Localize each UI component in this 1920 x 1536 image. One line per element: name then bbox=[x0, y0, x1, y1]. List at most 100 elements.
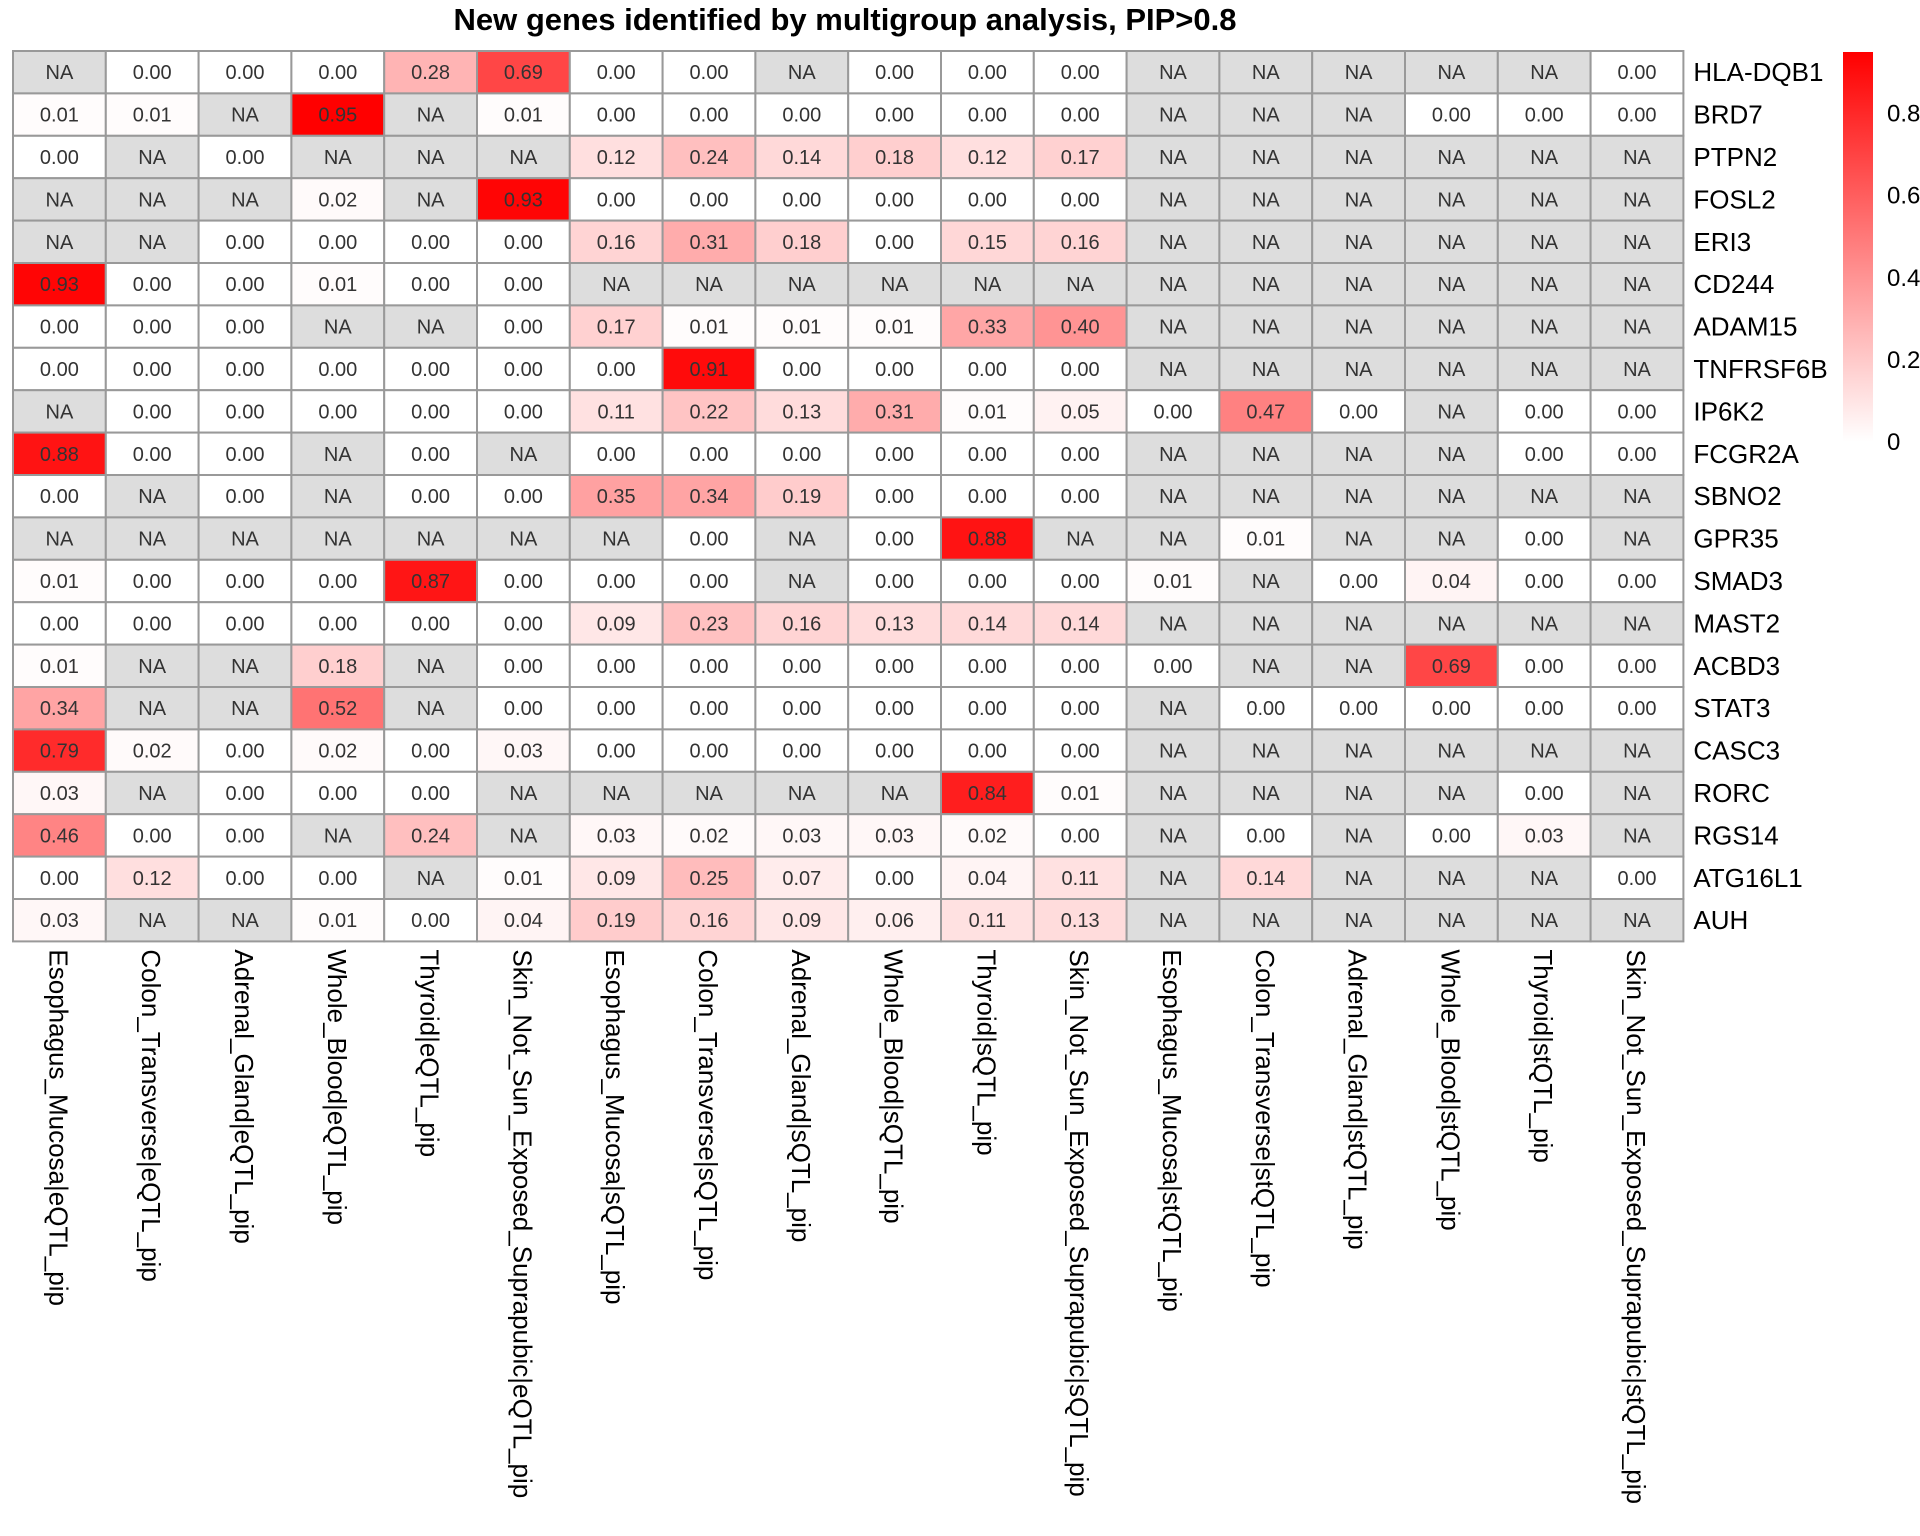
cell-value-label: NA bbox=[324, 486, 352, 508]
cell-value-label: 0.00 bbox=[318, 783, 357, 805]
heatmap-cell bbox=[197, 601, 293, 646]
cell-value-label: NA bbox=[1252, 571, 1280, 593]
cell-value-label: 0.01 bbox=[504, 105, 543, 127]
cell-value-label: NA bbox=[1530, 486, 1558, 508]
cell-value-label: 0.00 bbox=[597, 741, 636, 763]
cell-value-label: NA bbox=[1345, 232, 1373, 254]
column-label: Skin_Not_Sun_Exposed_Suprapubic|eQTL_pip bbox=[507, 949, 537, 1498]
cell-value-label: 0.13 bbox=[875, 613, 914, 635]
cell-value-label: 0.00 bbox=[1618, 656, 1657, 678]
cell-value-label: NA bbox=[602, 274, 630, 296]
cell-value-label: 0.00 bbox=[226, 444, 265, 466]
cell-value-label: 0.00 bbox=[690, 444, 729, 466]
heatmap-cell bbox=[1311, 601, 1406, 646]
heatmap-cell bbox=[476, 134, 571, 180]
row-label: ADAM15 bbox=[1693, 312, 1797, 342]
cell-value-label: NA bbox=[881, 783, 909, 805]
cell-value-label: NA bbox=[417, 105, 445, 127]
cell-value-label: NA bbox=[231, 189, 259, 211]
cell-value-label: 0.00 bbox=[968, 444, 1007, 466]
cell-value-label: NA bbox=[602, 529, 630, 551]
heatmap-cell bbox=[1125, 643, 1221, 688]
column-label: Colon_Transverse|sQTL_pip bbox=[693, 949, 723, 1280]
cell-value-label: 0.17 bbox=[597, 317, 636, 339]
heatmap-cell bbox=[290, 431, 386, 477]
cell-value-label: 0.17 bbox=[1061, 147, 1100, 169]
heatmap-cell bbox=[568, 177, 664, 222]
cell-value-label: NA bbox=[138, 147, 166, 169]
heatmap-cell bbox=[290, 813, 386, 858]
cell-value-label: NA bbox=[138, 656, 166, 678]
heatmap-cell bbox=[290, 898, 386, 943]
cell-value-label: NA bbox=[1623, 232, 1651, 254]
cell-value-label: 0.88 bbox=[40, 444, 79, 466]
cell-value-label: 0.02 bbox=[318, 189, 357, 211]
cell-value-label: NA bbox=[1345, 147, 1373, 169]
cell-value-label: 0.95 bbox=[318, 105, 357, 127]
cell-value-label: 0.01 bbox=[133, 105, 172, 127]
cell-value-label: NA bbox=[46, 232, 74, 254]
heatmap-cell bbox=[197, 219, 293, 265]
color-legend: 0 0.2 0.4 0.6 0.8 bbox=[1843, 52, 1920, 456]
cell-value-label: 0.00 bbox=[411, 486, 450, 508]
cell-value-label: 0.03 bbox=[1525, 825, 1564, 847]
heatmap-cell bbox=[568, 474, 664, 519]
cell-value-label: NA bbox=[1438, 147, 1466, 169]
heatmap-cell bbox=[847, 558, 943, 604]
heatmap-cell bbox=[290, 92, 386, 137]
heatmap-cell bbox=[476, 898, 571, 943]
heatmap-cell bbox=[383, 855, 479, 900]
heatmap-cell bbox=[383, 346, 479, 392]
cell-value-label: NA bbox=[1345, 741, 1373, 763]
heatmap-cell bbox=[12, 50, 107, 95]
cell-value-label: 0.09 bbox=[597, 868, 636, 890]
heatmap-cell bbox=[104, 92, 200, 137]
cell-value-label: NA bbox=[1438, 613, 1466, 635]
cell-value-label: 0.00 bbox=[226, 825, 265, 847]
column-labels: Esophagus_Mucosa|eQTL_pip Colon_Transvers… bbox=[43, 949, 1651, 1504]
cell-value-label: NA bbox=[1066, 274, 1094, 296]
cell-value-label: 0.00 bbox=[690, 656, 729, 678]
cell-value-label: NA bbox=[510, 783, 538, 805]
cell-value-label: 0.00 bbox=[968, 62, 1007, 84]
cell-value-label: 0.00 bbox=[133, 613, 172, 635]
column-label: Colon_Transverse|stQTL_pip bbox=[1250, 949, 1280, 1287]
heatmap-cell bbox=[1311, 177, 1406, 222]
cell-value-label: NA bbox=[1252, 741, 1280, 763]
cell-value-label: NA bbox=[417, 868, 445, 890]
heatmap-cell bbox=[104, 177, 200, 222]
heatmap-cell bbox=[290, 516, 386, 561]
heatmap-cell bbox=[661, 643, 757, 688]
heatmap-cell bbox=[940, 898, 1035, 943]
cell-value-label: NA bbox=[138, 189, 166, 211]
cell-value-label: 0.00 bbox=[504, 359, 543, 381]
cell-value-label: 0.03 bbox=[875, 825, 914, 847]
cell-value-label: 0.06 bbox=[875, 910, 914, 932]
heatmap-cell bbox=[1589, 601, 1685, 646]
cell-value-label: 0.00 bbox=[875, 486, 914, 508]
cell-value-label: NA bbox=[1252, 359, 1280, 381]
cell-value-label: 0.18 bbox=[875, 147, 914, 169]
heatmap-cell bbox=[290, 219, 386, 265]
cell-value-label: NA bbox=[788, 274, 816, 296]
cell-value-label: NA bbox=[1159, 444, 1187, 466]
heatmap-cell bbox=[1218, 474, 1314, 519]
cell-value-label: 0.00 bbox=[1154, 401, 1193, 423]
cell-value-label: 0.00 bbox=[1525, 571, 1564, 593]
cell-value-label: NA bbox=[324, 529, 352, 551]
cell-value-label: NA bbox=[1252, 232, 1280, 254]
heatmap-cell bbox=[1404, 813, 1499, 858]
cell-value-label: 0.01 bbox=[1154, 571, 1193, 593]
heatmap-cell bbox=[940, 813, 1035, 858]
heatmap-cell bbox=[1404, 601, 1499, 646]
heatmap-cell bbox=[568, 219, 664, 265]
cell-value-label: 0.13 bbox=[782, 401, 821, 423]
heatmap-cell bbox=[1032, 516, 1128, 561]
cell-value-label: 0.02 bbox=[133, 741, 172, 763]
row-label: SBNO2 bbox=[1693, 481, 1781, 511]
cell-value-label: 0.00 bbox=[504, 571, 543, 593]
heatmap-cell bbox=[847, 134, 943, 180]
cell-value-label: 0.00 bbox=[318, 62, 357, 84]
cell-value-label: 0.69 bbox=[504, 62, 543, 84]
